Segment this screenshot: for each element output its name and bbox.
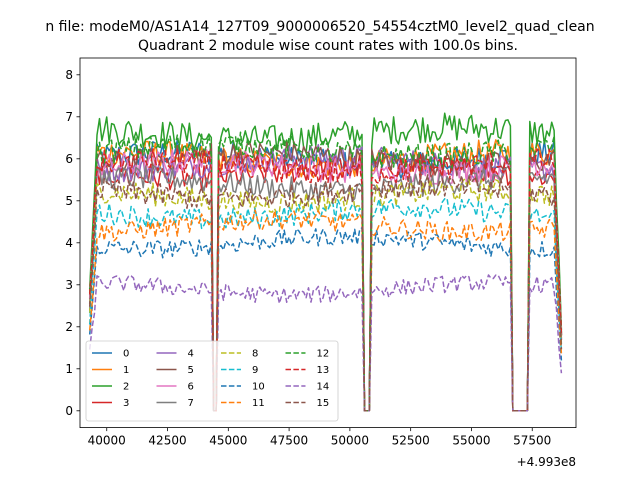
y-tick-label: 7 <box>65 110 73 124</box>
series-line-4 <box>88 143 563 412</box>
series-line-11 <box>88 209 563 412</box>
y-axis: 0 1 2 3 4 5 6 7 8 <box>65 68 80 418</box>
legend-label-1: 1 <box>123 365 129 376</box>
series-line-13 <box>88 148 563 412</box>
y-tick-label: 2 <box>65 320 73 334</box>
x-tick-label: 50000 <box>331 434 369 448</box>
x-tick-label: 52500 <box>392 434 430 448</box>
legend-label-6: 6 <box>188 382 194 393</box>
legend-label-3: 3 <box>123 398 129 409</box>
y-tick-label: 8 <box>65 68 73 82</box>
series-line-12 <box>88 131 563 412</box>
legend-label-13: 13 <box>317 365 330 376</box>
y-tick-label: 0 <box>65 404 73 418</box>
series-line-10 <box>88 226 563 412</box>
legend-label-7: 7 <box>188 398 194 409</box>
y-tick-label: 3 <box>65 278 73 292</box>
y-tick-label: 5 <box>65 194 73 208</box>
legend-label-5: 5 <box>188 365 194 376</box>
legend-label-2: 2 <box>123 382 129 393</box>
series-line-9 <box>88 197 563 412</box>
y-tick-label: 1 <box>65 362 73 376</box>
x-tick-label: 57500 <box>513 434 551 448</box>
legend-frame <box>85 340 339 422</box>
y-tick-label: 6 <box>65 152 73 166</box>
x-tick-label: 55000 <box>452 434 490 448</box>
x-tick-label: 42500 <box>148 434 186 448</box>
series-line-15 <box>88 174 563 412</box>
x-offset-label: +4.993e8 <box>517 455 576 469</box>
legend-label-12: 12 <box>317 349 330 360</box>
series-line-2 <box>88 112 563 412</box>
legend-label-9: 9 <box>252 365 258 376</box>
x-tick-label: 45000 <box>209 434 247 448</box>
legend-label-8: 8 <box>252 349 258 360</box>
series-line-14 <box>88 274 563 412</box>
legend-label-10: 10 <box>252 382 265 393</box>
legend-label-11: 11 <box>252 398 265 409</box>
legend-label-4: 4 <box>188 349 194 360</box>
figure-suptitle: n file: modeM0/AS1A14_127T09_9000006520_… <box>45 19 594 35</box>
x-tick-label: 47500 <box>270 434 308 448</box>
y-tick-label: 4 <box>65 236 73 250</box>
x-tick-label: 40000 <box>88 434 126 448</box>
chart-title: Quadrant 2 module wise count rates with … <box>138 38 518 54</box>
series-layer <box>88 112 563 412</box>
legend-label-15: 15 <box>317 398 330 409</box>
x-axis: 40000 42500 45000 47500 50000 52500 55000 57500 <box>88 427 551 448</box>
legend-label-14: 14 <box>317 382 330 393</box>
legend-label-0: 0 <box>123 349 129 360</box>
